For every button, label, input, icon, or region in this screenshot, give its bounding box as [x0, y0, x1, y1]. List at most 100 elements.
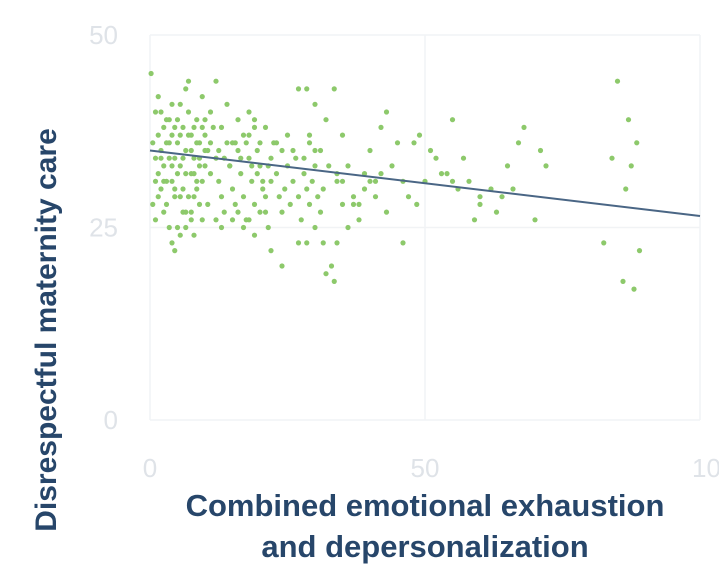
data-point	[295, 86, 302, 92]
data-point	[161, 124, 167, 130]
data-point	[323, 117, 329, 123]
data-point	[400, 240, 406, 246]
data-point	[320, 240, 326, 246]
data-point	[304, 240, 310, 246]
data-point	[152, 109, 159, 115]
data-point	[389, 163, 395, 169]
data-point	[172, 186, 178, 192]
data-point	[166, 224, 172, 231]
data-point	[477, 201, 483, 207]
data-point	[334, 178, 340, 184]
data-point	[320, 186, 326, 192]
data-point	[169, 178, 175, 184]
data-point	[262, 124, 269, 130]
data-point	[268, 155, 274, 161]
y-tick-label: 25	[89, 213, 118, 243]
data-point	[323, 271, 329, 277]
data-point	[414, 201, 420, 207]
data-point	[249, 178, 255, 184]
data-point	[262, 194, 269, 200]
data-point	[191, 124, 197, 130]
data-point	[172, 194, 178, 200]
data-point	[218, 194, 225, 200]
data-point	[625, 117, 632, 123]
data-point	[194, 178, 200, 184]
data-point	[309, 178, 315, 184]
data-point	[207, 140, 214, 146]
data-point	[372, 178, 379, 184]
data-point	[515, 140, 522, 146]
data-point	[177, 132, 183, 138]
data-point	[290, 147, 296, 154]
data-point	[185, 109, 192, 115]
data-point	[158, 109, 164, 115]
data-point	[216, 178, 222, 184]
data-point	[232, 140, 238, 146]
data-point	[158, 155, 164, 161]
y-axis-title: Disrespectful maternity care	[30, 128, 63, 532]
data-point	[631, 286, 637, 292]
data-point	[188, 147, 194, 154]
data-point	[510, 186, 516, 192]
data-point	[304, 86, 310, 92]
data-point	[194, 186, 200, 192]
data-point	[295, 240, 302, 246]
data-point	[312, 163, 318, 169]
data-point	[433, 155, 439, 161]
data-point	[155, 132, 161, 138]
data-point	[205, 201, 211, 207]
data-point	[185, 78, 192, 84]
data-point	[521, 124, 527, 130]
data-point	[174, 140, 181, 146]
data-point	[282, 186, 288, 192]
data-point	[251, 201, 258, 207]
data-point	[174, 171, 181, 177]
data-point	[246, 109, 252, 115]
data-point	[246, 155, 252, 161]
data-point	[183, 86, 189, 92]
data-point	[199, 178, 205, 184]
data-point	[216, 147, 222, 154]
data-point	[367, 178, 373, 184]
data-point	[265, 224, 271, 231]
data-point	[301, 171, 307, 177]
data-point	[543, 163, 549, 169]
data-point	[493, 209, 500, 215]
data-point	[416, 132, 423, 138]
data-point	[152, 155, 159, 161]
data-point	[174, 224, 181, 231]
x-axis-title-line-2: and depersonalization	[261, 529, 588, 564]
data-point	[438, 171, 445, 177]
data-point	[287, 201, 293, 207]
data-point	[221, 209, 227, 215]
data-point	[207, 109, 214, 115]
data-point	[499, 194, 505, 200]
data-point	[180, 209, 186, 215]
data-point	[251, 124, 258, 130]
data-point	[202, 117, 208, 123]
x-axis-ticks: 0 50 100	[143, 453, 719, 483]
data-point	[350, 194, 357, 200]
data-point	[460, 155, 467, 161]
data-point	[339, 132, 346, 138]
data-point	[537, 147, 544, 154]
data-point	[180, 155, 186, 161]
data-point	[339, 201, 346, 207]
data-point	[196, 163, 203, 169]
data-point	[163, 178, 170, 184]
data-point	[284, 132, 291, 138]
data-point	[240, 132, 247, 138]
data-point	[218, 124, 225, 130]
data-point	[279, 147, 285, 154]
data-point	[620, 278, 626, 284]
data-point	[185, 194, 192, 200]
data-point	[227, 163, 233, 169]
data-point	[238, 171, 244, 177]
data-point	[262, 209, 269, 215]
data-point	[207, 171, 214, 177]
data-point	[312, 147, 318, 154]
data-point	[293, 155, 299, 161]
data-point	[194, 117, 200, 123]
data-point	[471, 217, 478, 223]
